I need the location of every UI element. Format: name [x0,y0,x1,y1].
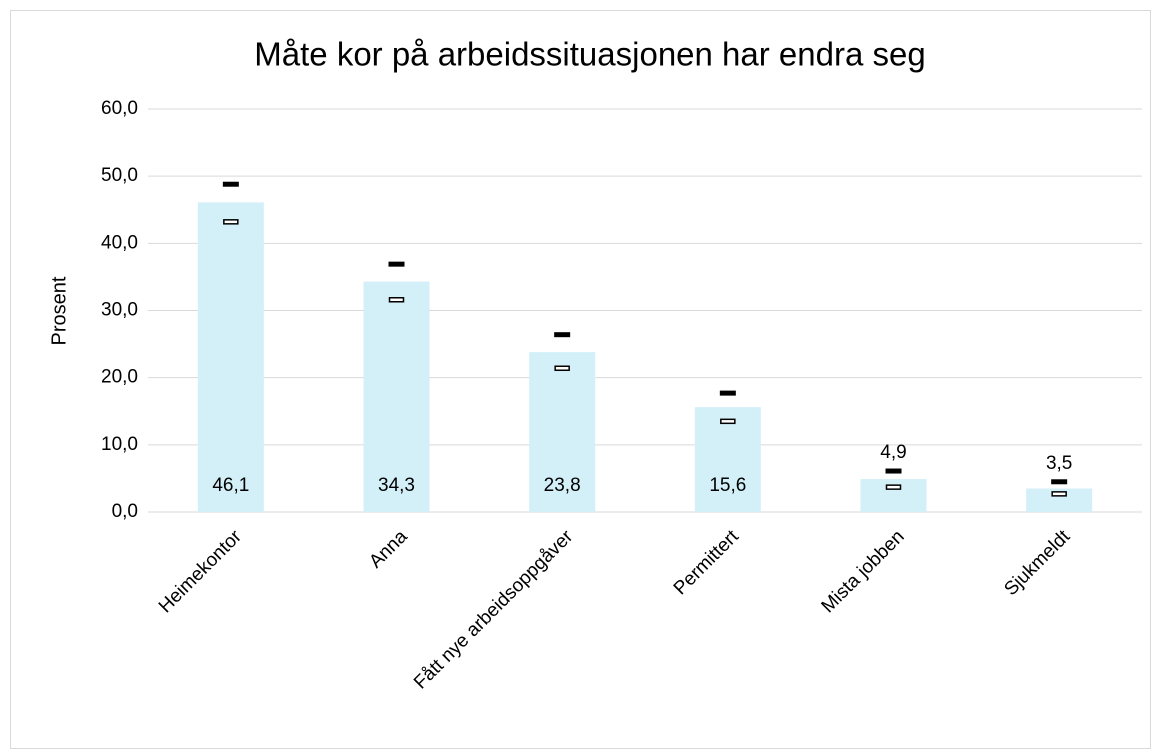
lower-bound [223,219,239,225]
upper-bound [222,181,239,187]
upper-bound [388,261,405,267]
bar [529,352,596,512]
value-label: 34,3 [378,475,415,496]
y-axis-title: Prosent [48,276,70,345]
lower-bound [388,297,405,303]
bar [363,281,430,512]
lower-bound [885,484,902,490]
value-label: 3,5 [1046,453,1072,474]
y-tick-label: 50,0 [101,165,138,186]
bar [694,407,761,512]
lower-bound [720,418,736,425]
bar [1026,488,1093,512]
upper-bound [1051,479,1068,485]
bar [197,202,264,512]
value-label: 4,9 [880,442,906,463]
upper-bound [885,468,902,474]
y-tick-label: 30,0 [101,300,138,321]
chart-title: Måte kor på arbeidssituasjonen har endra… [254,36,925,73]
y-tick-label: 60,0 [101,98,138,119]
upper-bound [719,390,736,396]
lower-bound [554,365,570,372]
y-tick-label: 10,0 [101,434,138,455]
value-label: 23,8 [544,475,581,496]
y-tick-label: 0,0 [112,501,138,522]
lower-bound [1051,491,1067,497]
upper-bound [554,332,571,338]
bar [860,479,927,512]
y-tick-label: 20,0 [101,367,138,388]
y-tick-label: 40,0 [101,232,138,253]
value-label: 46,1 [212,475,249,496]
value-label: 15,6 [709,475,746,496]
